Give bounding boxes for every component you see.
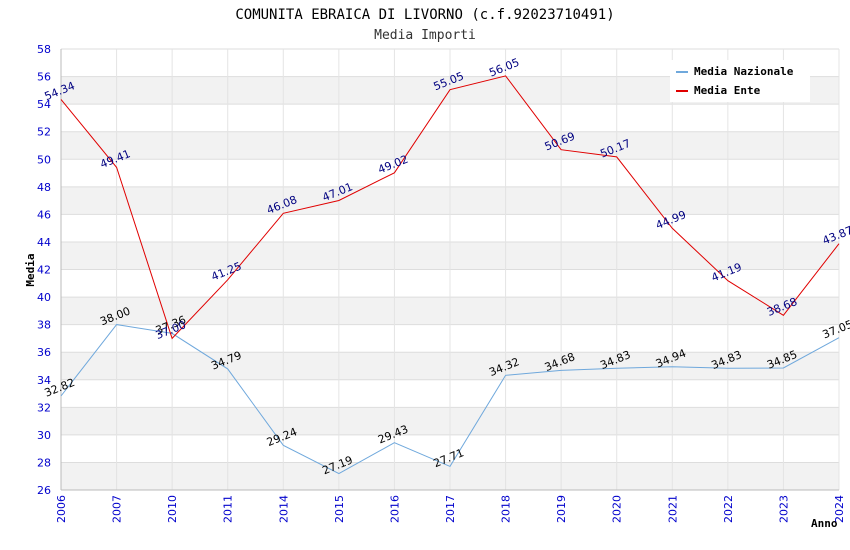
data-point (282, 212, 285, 215)
legend-entry: Media Nazionale (694, 65, 794, 78)
y-tick-label: 42 (37, 264, 51, 277)
y-tick-label: 52 (37, 126, 51, 139)
y-axis-label: Media (24, 253, 37, 286)
y-tick-label: 36 (37, 346, 51, 359)
x-tick-label: 2021 (666, 495, 679, 523)
x-tick-label: 2007 (111, 495, 124, 523)
data-point (337, 199, 340, 202)
y-tick-label: 48 (37, 181, 51, 194)
y-tick-label: 26 (37, 484, 51, 497)
legend-entry: Media Ente (694, 84, 761, 97)
data-point (615, 155, 618, 158)
y-tick-label: 38 (37, 319, 51, 332)
y-tick-label: 40 (37, 291, 51, 304)
y-tick-label: 34 (37, 374, 51, 387)
x-tick-label: 2017 (444, 495, 457, 523)
y-tick-label: 58 (37, 43, 51, 56)
data-point (782, 367, 785, 370)
chart-title: COMUNITA EBRAICA DI LIVORNO (c.f.9202371… (235, 7, 614, 23)
data-point (337, 472, 340, 475)
x-tick-label: 2015 (333, 495, 346, 523)
data-point (560, 148, 563, 151)
data-point (504, 374, 507, 377)
x-tick-label: 2022 (722, 495, 735, 523)
data-point (60, 98, 63, 101)
y-tick-label: 30 (37, 429, 51, 442)
y-tick-label: 50 (37, 153, 51, 166)
legend: Media Nazionale Media Ente (670, 60, 810, 102)
series-line-2 (60, 75, 840, 340)
data-point (560, 369, 563, 372)
data-point (671, 227, 674, 230)
x-tick-label: 2024 (833, 495, 846, 523)
data-point (60, 395, 63, 398)
data-point (115, 323, 118, 326)
data-point (504, 74, 507, 77)
data-point (726, 279, 729, 282)
data-point (226, 278, 229, 281)
x-tick-label: 2019 (555, 495, 568, 523)
y-tick-label: 46 (37, 208, 51, 221)
x-tick-label: 2018 (500, 495, 513, 523)
y-tick-label: 54 (37, 98, 51, 111)
x-tick-label: 2006 (55, 495, 68, 523)
data-point (171, 337, 174, 340)
x-axis: 2006 2007 2010 2011 2014 2015 2016 2017 2018 2019… (55, 489, 846, 523)
data-point (615, 367, 618, 370)
data-point (838, 336, 841, 339)
x-tick-label: 2020 (611, 495, 624, 523)
legend-box (670, 60, 810, 102)
data-point (393, 441, 396, 444)
data-point (671, 365, 674, 368)
data-point (115, 166, 118, 169)
y-tick-label: 44 (37, 236, 51, 249)
x-tick-label: 2023 (777, 495, 790, 523)
y-axis: 26 28 30 32 34 36 38 40 42 44 46 48 50 52 54 56 58 (37, 43, 62, 497)
grid-lines (60, 48, 840, 491)
data-point (282, 444, 285, 447)
data-point (393, 171, 396, 174)
x-tick-label: 2011 (222, 495, 235, 523)
data-point (226, 367, 229, 370)
chart-subtitle: Media Importi (374, 28, 476, 43)
data-point (838, 242, 841, 245)
x-tick-label: 2016 (388, 495, 401, 523)
series-line-1 (60, 324, 840, 475)
data-point (726, 367, 729, 370)
x-tick-label: 2014 (277, 495, 290, 523)
y-tick-label: 56 (37, 71, 51, 84)
y-tick-label: 32 (37, 401, 51, 414)
data-point (449, 465, 452, 468)
x-tick-label: 2010 (166, 495, 179, 523)
y-tick-label: 28 (37, 456, 51, 469)
data-point (449, 88, 452, 91)
x-axis-label: Anno (811, 517, 838, 530)
series-lines (60, 74, 841, 475)
data-point (782, 314, 785, 317)
